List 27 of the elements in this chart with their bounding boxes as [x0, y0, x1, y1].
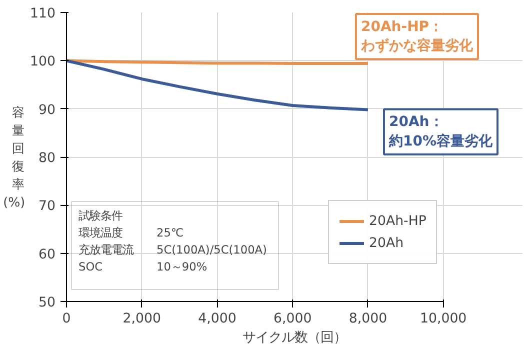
legend-label: 20Ah — [369, 236, 404, 250]
annotation: 20Ah-HP：わずかな容量劣化 — [360, 18, 474, 54]
y-axis-title: 容量回復率(%) — [3, 104, 26, 210]
annotation: 20Ah：約10%容量劣化 — [388, 114, 494, 150]
annotation: 25℃ — [156, 226, 184, 240]
annotation: 試験条件 — [78, 208, 122, 222]
line-series — [66, 59, 370, 112]
y-tick-label: 80 — [38, 151, 56, 166]
y-tick-label: 100 — [30, 54, 56, 70]
x-tick-label: 8,000 — [348, 312, 388, 326]
y-tick-label: 90 — [38, 102, 56, 118]
y-tick-label: 50 — [38, 296, 56, 310]
legend-label: 20Ah-HP — [369, 214, 426, 228]
annotation: 10～90% — [156, 260, 208, 274]
x-tick-label: 2,000 — [122, 312, 161, 326]
annotation: 5C(100A)/5C(100A) — [156, 242, 267, 256]
y-tick-label: 110 — [30, 6, 56, 22]
y-tick-label: 60 — [38, 247, 56, 262]
x-tick-label: 6,000 — [274, 312, 312, 326]
annotation: 充放電電流 — [78, 242, 134, 256]
annotation: 環境温度 — [78, 226, 122, 240]
x-tick-label: 4,000 — [198, 312, 236, 326]
x-tick-label: 0 — [62, 312, 71, 326]
y-tick-label: 70 — [38, 199, 56, 214]
x-axis-title: サイクル数（回） — [242, 330, 346, 346]
annotation: SOC — [78, 260, 103, 274]
x-tick-label: 10,000 — [420, 312, 467, 326]
